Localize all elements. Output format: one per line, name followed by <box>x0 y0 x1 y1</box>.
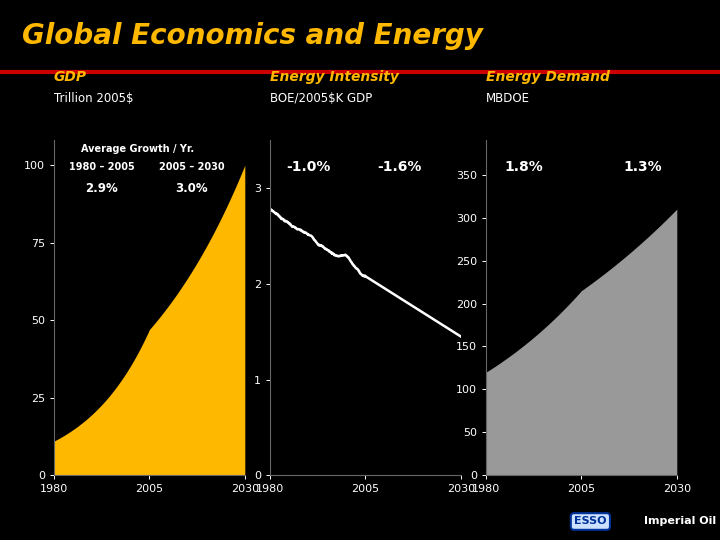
Text: Global Economics and Energy: Global Economics and Energy <box>22 22 482 50</box>
Text: -1.0%: -1.0% <box>286 159 330 173</box>
Text: 2.9%: 2.9% <box>86 183 118 195</box>
Text: ESSO: ESSO <box>574 516 607 526</box>
Text: Imperial Oil: Imperial Oil <box>644 516 716 526</box>
Text: BOE/2005$K GDP: BOE/2005$K GDP <box>270 92 372 105</box>
Text: 1.3%: 1.3% <box>623 159 662 173</box>
Text: 3.0%: 3.0% <box>175 183 207 195</box>
Text: -1.6%: -1.6% <box>377 159 422 173</box>
Text: MBDOE: MBDOE <box>486 92 530 105</box>
Text: GDP: GDP <box>54 70 87 84</box>
Text: Energy Intensity: Energy Intensity <box>270 70 399 84</box>
Text: Trillion 2005$: Trillion 2005$ <box>54 92 133 105</box>
Text: 1980 – 2005: 1980 – 2005 <box>69 162 135 172</box>
Text: Average Growth / Yr.: Average Growth / Yr. <box>81 144 194 154</box>
Text: Energy Demand: Energy Demand <box>486 70 610 84</box>
Text: 2005 – 2030: 2005 – 2030 <box>158 162 224 172</box>
Text: 1.8%: 1.8% <box>505 159 544 173</box>
